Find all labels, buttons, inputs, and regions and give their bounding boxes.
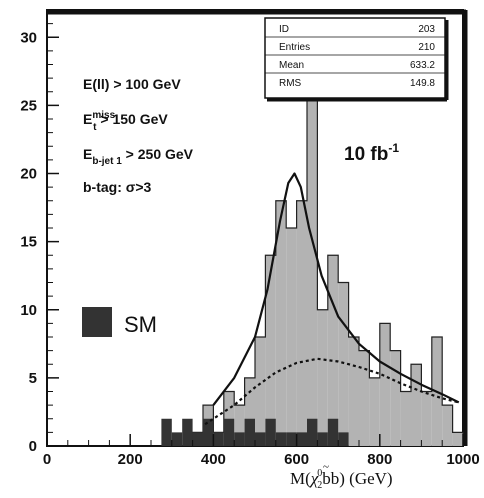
fit-background-curve <box>204 357 460 426</box>
luminosity-label: 10 fb-1 <box>344 141 399 165</box>
signal-outline <box>192 36 464 446</box>
sm-bin-17 <box>338 432 349 446</box>
signal-bin-6 <box>255 337 266 446</box>
stats-label-2: Mean <box>279 60 304 71</box>
legend-label-sm: SM <box>124 312 157 337</box>
x-axis-label-tilde: ~ <box>323 461 329 473</box>
signal-bin-12 <box>317 309 328 446</box>
signal-bin-21 <box>411 364 422 446</box>
signal-bin-13 <box>327 255 339 446</box>
signal-bin-15 <box>348 337 359 446</box>
stats-value-2: 633.2 <box>410 60 435 71</box>
fit-peak-curve <box>212 172 460 406</box>
stats-value-0: 203 <box>418 24 435 35</box>
signal-bin-24 <box>442 405 453 446</box>
stats-label-0: ID <box>279 24 289 35</box>
stats-value-1: 210 <box>418 42 435 53</box>
cut-label-2: Eb-jet 1 > 250 GeV <box>83 146 194 167</box>
signal-bin-7 <box>265 255 276 446</box>
signal-bin-8 <box>275 200 287 446</box>
x-tick-label-5: 1000 <box>446 451 479 468</box>
legend-swatch-sm <box>82 307 112 337</box>
signal-bin-14 <box>338 282 349 446</box>
sm-bin-6 <box>223 418 235 446</box>
x-tick-label-3: 600 <box>284 451 309 468</box>
cut-label-0: E(ll) > 100 GeV <box>83 76 181 92</box>
sm-bin-16 <box>327 418 339 446</box>
signal-bin-5 <box>244 377 255 446</box>
sm-bin-13 <box>296 432 307 446</box>
cut-label-1: Emiss t > 150 GeV <box>83 110 168 133</box>
sm-bin-9 <box>255 432 266 446</box>
sm-bin-2 <box>182 418 193 446</box>
y-tick-label-0: 0 <box>29 438 37 455</box>
sm-bin-14 <box>307 418 318 446</box>
signal-bin-16 <box>359 350 370 446</box>
x-tick-label-1: 200 <box>118 451 143 468</box>
sm-bin-3 <box>192 432 203 446</box>
sm-bin-0 <box>161 418 172 446</box>
x-axis-label: M(χ0 2bb) (GeV) <box>290 468 393 491</box>
x-tick-label-4: 800 <box>367 451 392 468</box>
signal-bin-19 <box>390 350 401 446</box>
signal-bin-9 <box>286 228 297 446</box>
sm-bin-5 <box>213 432 224 446</box>
stats-box: ID 203 Entries 210 Mean 633.2 RMS 149.8 <box>264 17 449 102</box>
sm-bin-1 <box>171 432 183 446</box>
sm-bin-12 <box>286 432 297 446</box>
sm-bin-10 <box>265 418 276 446</box>
sm-bin-7 <box>234 432 245 446</box>
y-tick-label-3: 15 <box>20 234 37 251</box>
stats-box-frame <box>264 17 446 99</box>
x-tick-label-0: 0 <box>43 451 51 468</box>
signal-bin-4 <box>234 405 245 446</box>
cut-label-3: b-tag: σ>3 <box>83 179 152 195</box>
plot-area: 0 200 400 600 800 1000 0 5 10 15 20 25 30 ID 203 Entrie… <box>20 9 480 491</box>
y-tick-label-2: 10 <box>20 302 37 319</box>
y-tick-label-4: 20 <box>20 166 37 183</box>
stats-label-1: Entries <box>279 42 310 53</box>
signal-bin-18 <box>379 323 391 446</box>
signal-bin-10 <box>296 200 307 446</box>
y-tick-label-1: 5 <box>29 370 37 387</box>
signal-bin-20 <box>400 391 411 446</box>
stats-label-3: RMS <box>279 78 302 89</box>
signal-bin-22 <box>421 391 432 446</box>
sm-bin-4 <box>203 418 214 446</box>
sm-bin-15 <box>317 432 328 446</box>
signal-bin-25 <box>452 432 463 446</box>
y-tick-label-6: 30 <box>20 29 37 46</box>
x-tick-label-2: 400 <box>201 451 226 468</box>
stats-value-3: 149.8 <box>410 78 435 89</box>
signal-bin-17 <box>369 377 380 446</box>
sm-bin-11 <box>275 432 287 446</box>
sm-bin-8 <box>244 418 255 446</box>
y-tick-label-5: 25 <box>20 97 37 114</box>
